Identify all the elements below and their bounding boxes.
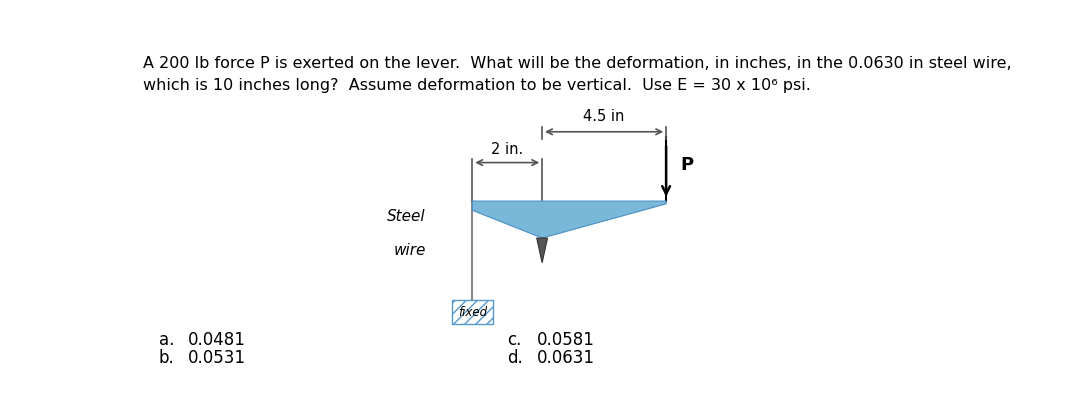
Text: Steel: Steel (387, 209, 426, 224)
Text: which is 10 inches long?  Assume deformation to be vertical.  Use E = 30 x 10⁶ p: which is 10 inches long? Assume deformat… (143, 78, 810, 93)
Text: wire: wire (394, 243, 426, 257)
Text: 0.0531: 0.0531 (188, 349, 246, 367)
Text: 0.0481: 0.0481 (188, 331, 246, 349)
Text: 0.0581: 0.0581 (537, 331, 595, 349)
Polygon shape (537, 238, 547, 263)
Text: 0.0631: 0.0631 (537, 349, 595, 367)
Text: P: P (681, 156, 694, 174)
Text: 2 in.: 2 in. (491, 142, 524, 157)
Polygon shape (473, 201, 667, 238)
Text: b.: b. (158, 349, 174, 367)
Bar (452, 300, 492, 324)
Text: A 200 lb force P is exerted on the lever.  What will be the deformation, in inch: A 200 lb force P is exerted on the lever… (143, 56, 1012, 71)
Text: a.: a. (158, 331, 174, 349)
Text: d.: d. (507, 349, 523, 367)
Text: fixed: fixed (458, 306, 487, 319)
Text: 4.5 in: 4.5 in (583, 109, 624, 124)
Text: c.: c. (507, 331, 522, 349)
